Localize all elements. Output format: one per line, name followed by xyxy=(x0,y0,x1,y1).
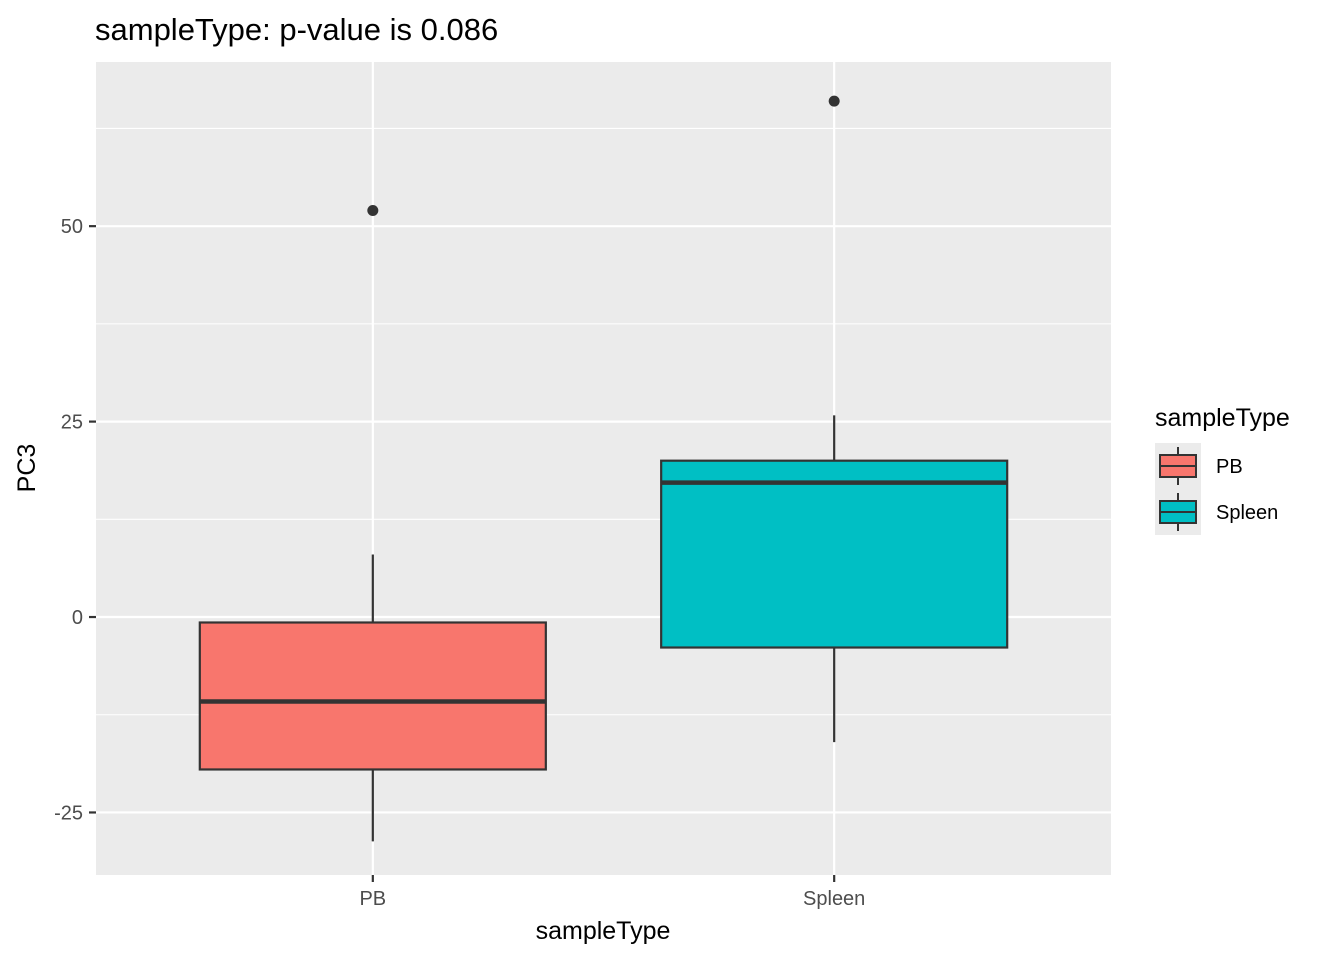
legend-key-pb xyxy=(1155,443,1201,489)
y-axis: -25 0 25 50 xyxy=(54,216,96,824)
legend-title: sampleType xyxy=(1155,404,1290,432)
box-layer xyxy=(198,95,1009,842)
y-tick-label: 25 xyxy=(61,412,83,434)
chart-title: sampleType: p-value is 0.086 xyxy=(95,12,498,47)
box-iqr xyxy=(660,459,1009,649)
legend-key-spleen xyxy=(1155,489,1201,535)
outlier-point xyxy=(367,205,379,217)
legend-label-pb: PB xyxy=(1216,456,1243,478)
x-axis: PB Spleen xyxy=(359,875,865,910)
box-pb xyxy=(198,205,547,842)
x-axis-title: sampleType xyxy=(536,917,671,945)
x-tick-label: PB xyxy=(359,888,386,910)
y-tick-label: 0 xyxy=(72,607,83,629)
y-tick-label: 50 xyxy=(61,216,83,238)
box-iqr xyxy=(198,621,547,771)
y-tick-label: -25 xyxy=(54,802,83,824)
box-spleen xyxy=(660,95,1009,743)
x-tick-label: Spleen xyxy=(803,888,865,910)
legend-label-spleen: Spleen xyxy=(1216,502,1278,524)
outlier-point xyxy=(828,95,840,107)
y-axis-title: PC3 xyxy=(13,444,41,493)
legend: sampleType PB Spleen xyxy=(1155,404,1290,535)
